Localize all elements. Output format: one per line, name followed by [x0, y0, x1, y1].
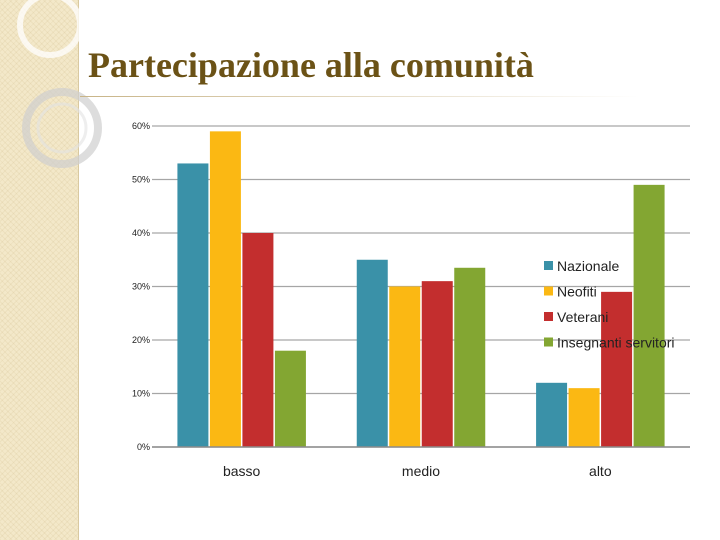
legend-label: Nazionale: [557, 258, 619, 274]
bar-basso-veterani: [242, 233, 274, 447]
x-tick-label: basso: [223, 463, 261, 479]
y-tick-label: 0%: [137, 442, 150, 452]
decorative-circles: [17, 0, 102, 168]
y-axis-ticks: 0% 10% 20% 30% 40% 50% 60%: [132, 121, 150, 452]
bar-alto-veterani: [601, 291, 633, 447]
y-tick-label: 20%: [132, 335, 150, 345]
y-tick-label: 50%: [132, 175, 150, 185]
legend-label: Neofiti: [557, 284, 597, 300]
title-divider: [80, 96, 640, 97]
y-tick-label: 10%: [132, 389, 150, 399]
legend-swatch: [544, 261, 553, 270]
x-tick-label: alto: [589, 463, 612, 479]
x-tick-label: medio: [402, 463, 440, 479]
legend-swatch: [544, 312, 553, 321]
legend-label: Insegnanti servitori: [557, 335, 675, 351]
bar-medio-veterani: [421, 281, 453, 447]
x-axis-ticks: basso medio alto: [223, 463, 612, 479]
legend-swatch: [544, 337, 553, 347]
bar-basso-nazionale: [177, 163, 209, 447]
y-tick-label: 30%: [132, 282, 150, 292]
bars: [177, 131, 665, 447]
bar-alto-insegnanti-servitori: [633, 184, 665, 447]
bar-medio-nazionale: [356, 259, 388, 447]
bar-basso-insegnanti-servitori: [274, 350, 306, 447]
slide-title: Partecipazione alla comunità: [88, 45, 534, 85]
legend-label: Veterani: [557, 309, 608, 325]
bar-basso-neofiti: [209, 131, 241, 447]
y-tick-label: 40%: [132, 228, 150, 238]
legend-swatch: [544, 286, 553, 296]
bar-medio-neofiti: [389, 286, 421, 447]
bar-alto-neofiti: [568, 388, 600, 447]
y-tick-label: 60%: [132, 121, 150, 131]
bar-alto-nazionale: [536, 382, 568, 447]
legend: Nazionale Neofiti Veterani Insegnanti servi…: [544, 258, 675, 351]
bar-medio-insegnanti-servitori: [454, 267, 486, 447]
